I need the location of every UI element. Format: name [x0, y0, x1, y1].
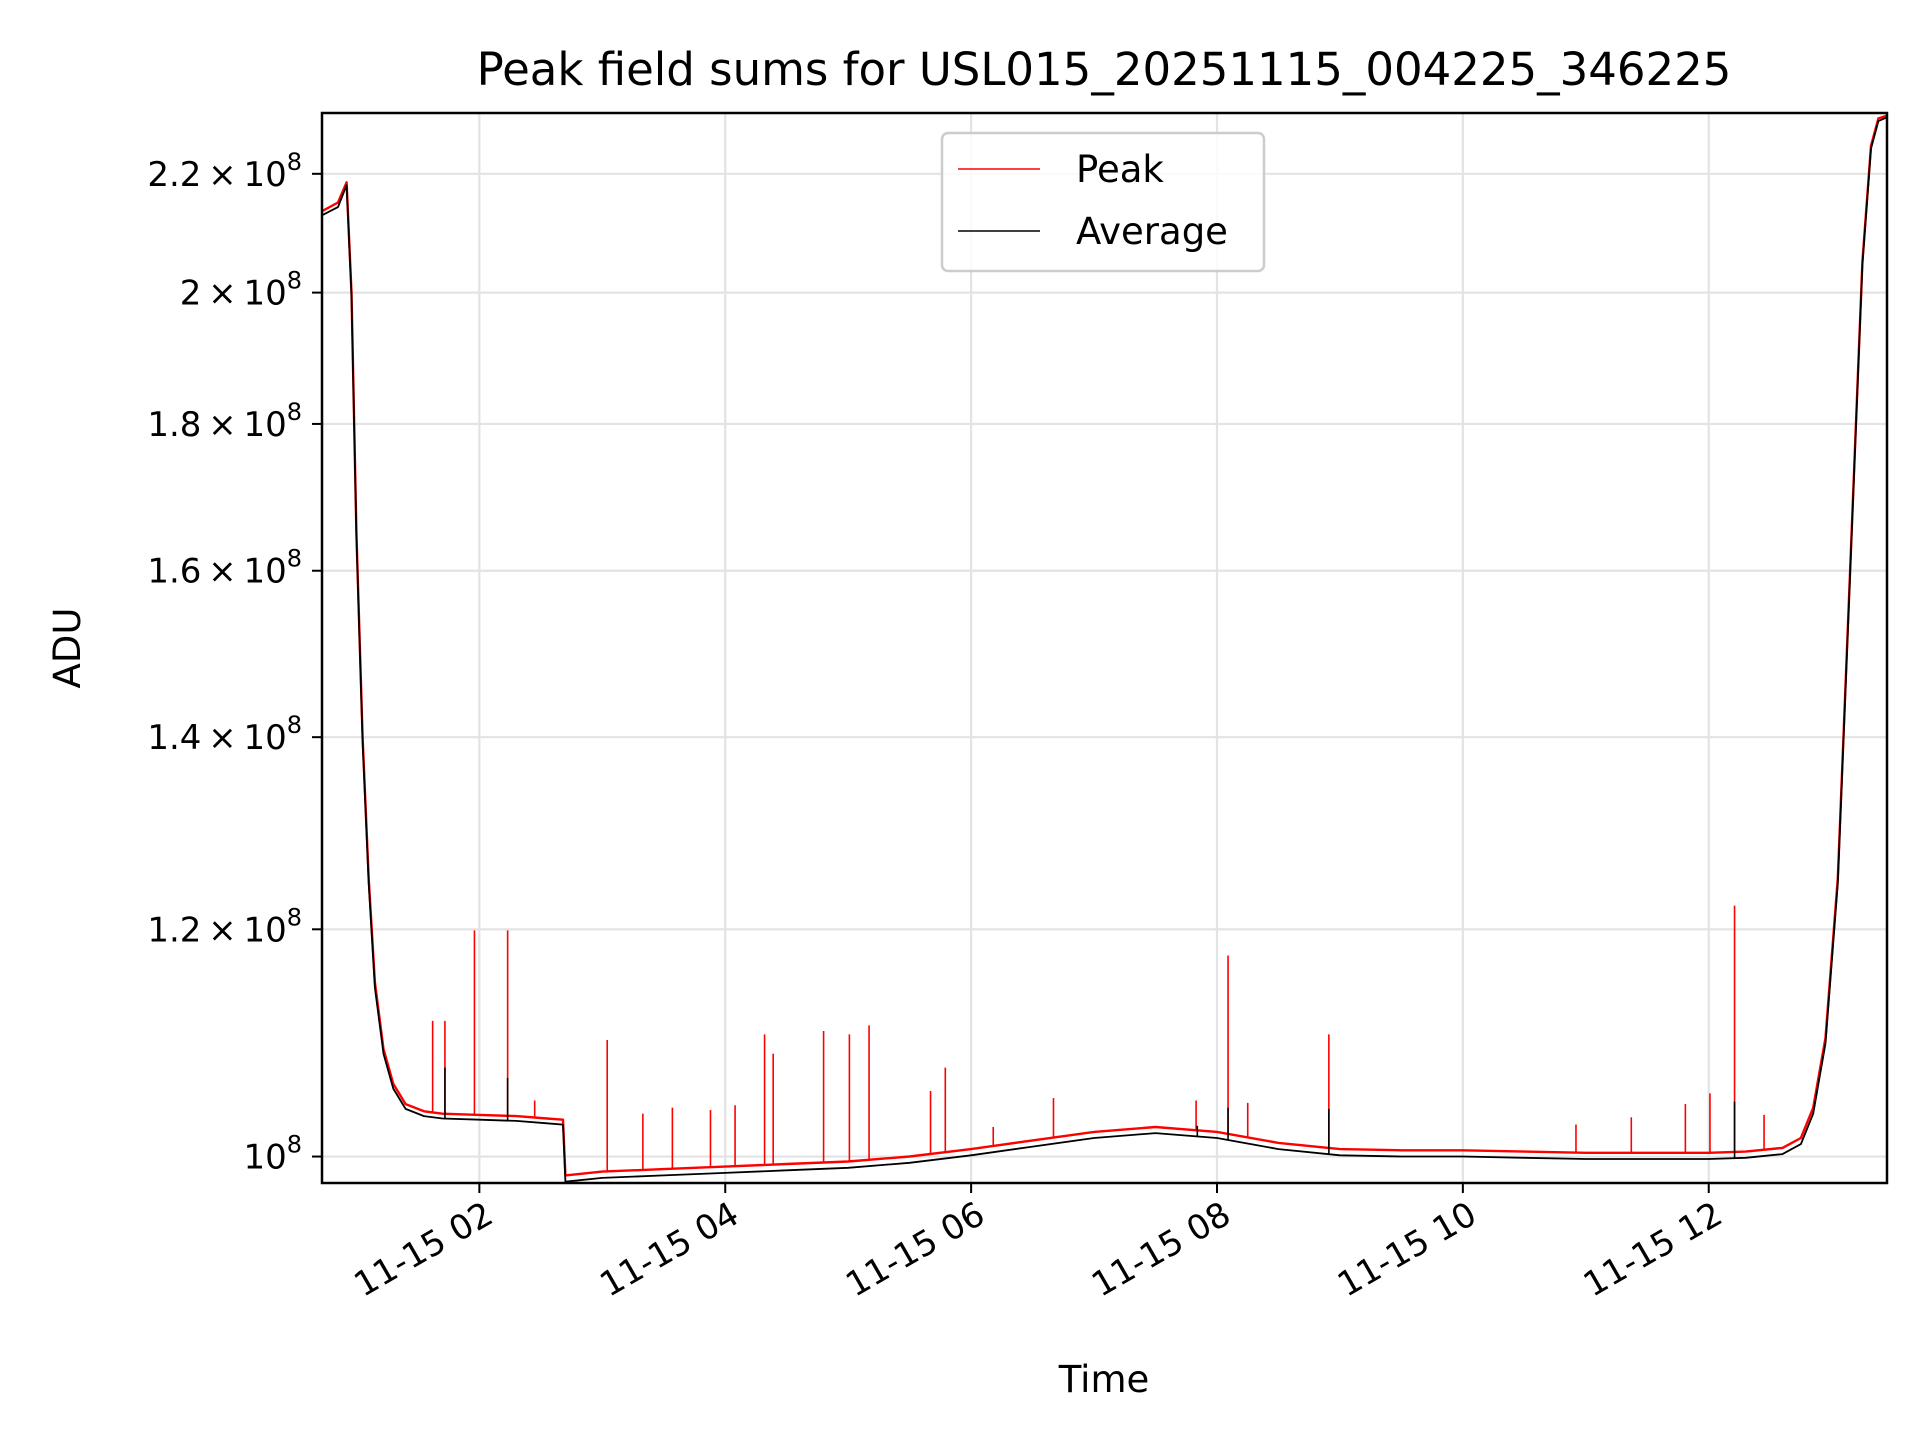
y-tick-label: 1.4 × 108 [147, 711, 302, 758]
y-tick-label: 2.2 × 108 [147, 148, 302, 195]
y-tick-label: 1.6 × 108 [147, 545, 302, 592]
y-tick-label: 108 [243, 1131, 302, 1178]
y-axis-label: ADU [46, 608, 89, 689]
series-line-average [322, 116, 1887, 1183]
legend-box [940, 131, 1266, 273]
series-layer [322, 114, 1887, 1183]
plot-frame [320, 111, 1889, 1185]
legend: Peak Average [940, 131, 1266, 273]
y-axis: 108 1.2 × 108 1.4 × 108 1.6 × 108 1.8 × 108 2… [147, 148, 322, 1178]
chart-title: Peak field sums for USL015_20251115_0042… [477, 43, 1732, 96]
y-tick-label: 2 × 108 [180, 267, 302, 314]
y-tick-label: 1.2 × 108 [147, 903, 302, 950]
grid-lines [322, 113, 1887, 1183]
x-axis-label: Time [1058, 1358, 1150, 1401]
y-tick-label: 1.8 × 108 [147, 398, 302, 445]
legend-peak-label: Peak [1076, 148, 1164, 191]
legend-average-label: Average [1076, 210, 1228, 253]
